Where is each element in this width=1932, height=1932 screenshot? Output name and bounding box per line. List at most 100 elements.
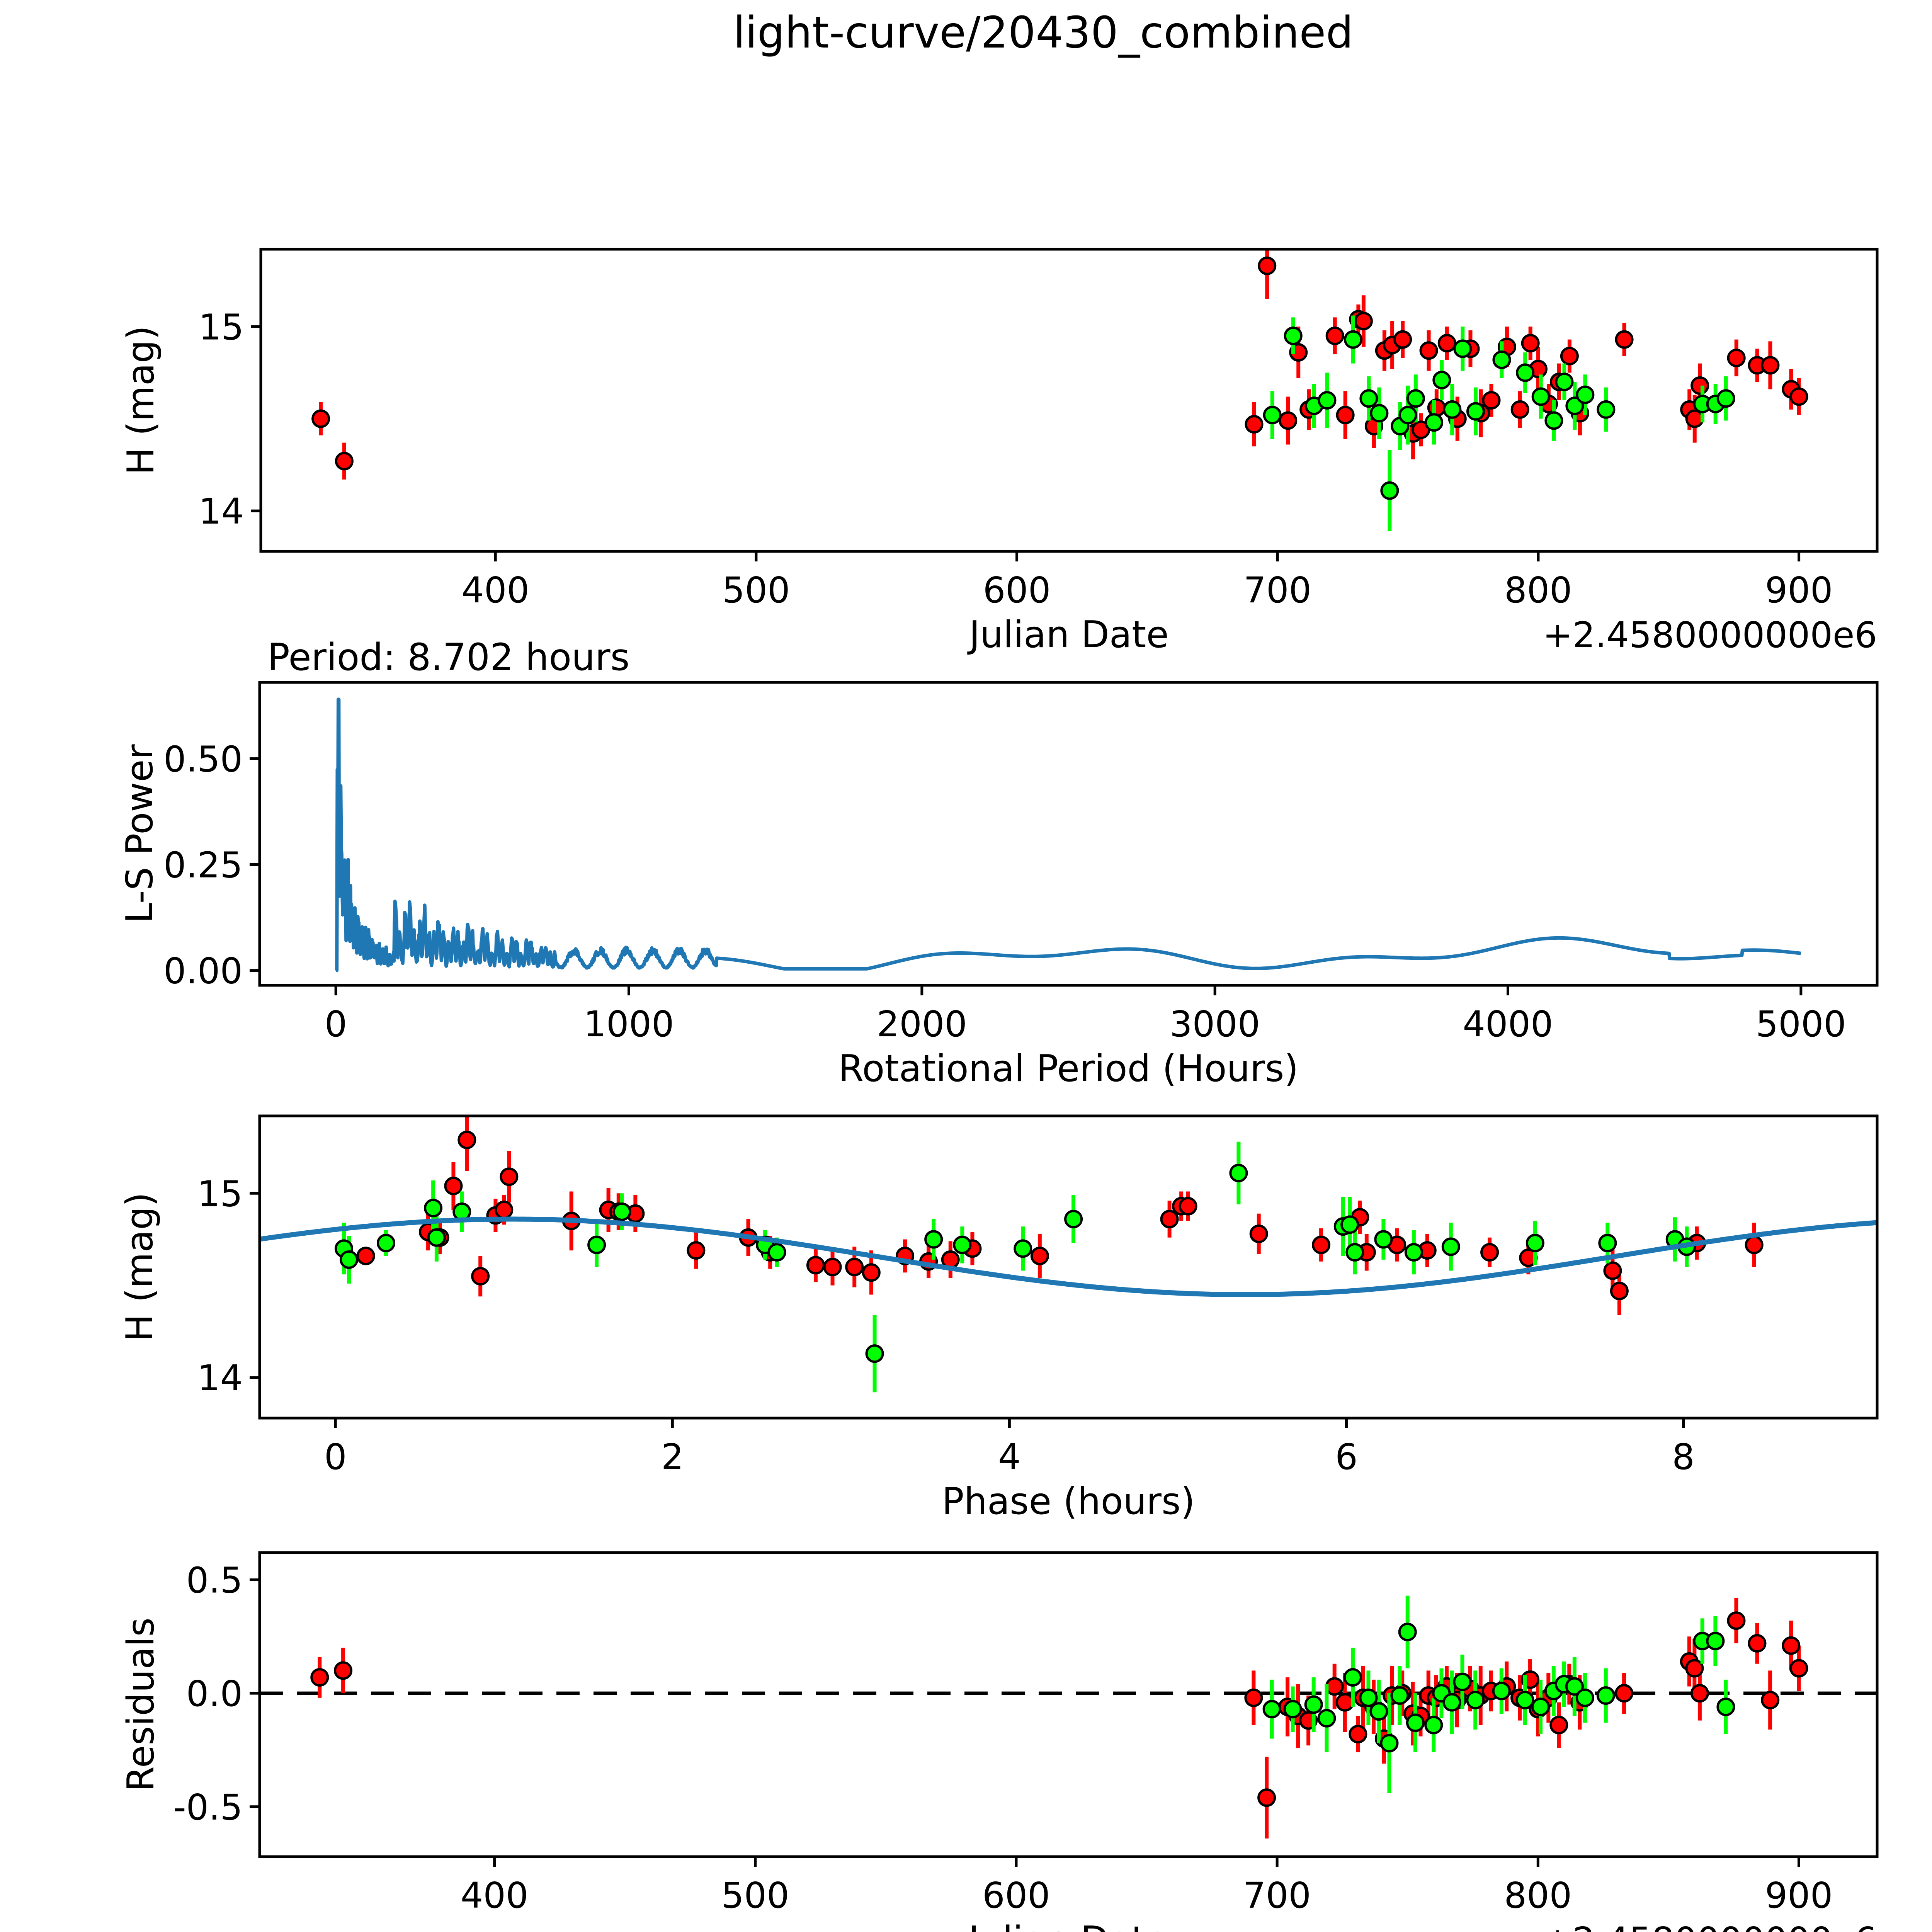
residuals-green-data-point <box>1406 1713 1425 1732</box>
lightcurve-green-data-point <box>1597 400 1616 419</box>
lightcurve-red-data-point <box>1690 376 1709 395</box>
residuals-green-data-point <box>1317 1709 1336 1728</box>
residuals-red-data-point <box>310 1668 329 1687</box>
phasefold-green-data-point <box>587 1235 606 1254</box>
residuals-green-data-point <box>1531 1697 1550 1716</box>
phasefold-ytick-label: 14 <box>197 1357 243 1399</box>
lightcurve-green-data-point <box>1263 406 1282 425</box>
residuals-red-data-point <box>1349 1725 1367 1743</box>
phasefold-green-data-point <box>1374 1230 1393 1249</box>
lightcurve-green-data-point <box>1492 350 1511 369</box>
phasefold-green-data-point <box>1404 1243 1423 1262</box>
periodogram-ytick-label: 0.50 <box>163 738 243 780</box>
residuals-green-data-point <box>1442 1693 1461 1712</box>
lightcurve-xtick-label: 700 <box>1243 570 1311 611</box>
residuals-red-data-point <box>1244 1688 1263 1707</box>
residuals-red-data-point <box>1335 1693 1354 1712</box>
lightcurve-yaxis-label: H (mag) <box>120 326 162 475</box>
residuals-xaxis-offset-label: +2.4580000000e6 <box>1543 1920 1877 1932</box>
lightcurve-green-data-point <box>1576 385 1595 404</box>
phasefold-green-data-point <box>1014 1239 1032 1258</box>
periodogram-ytick-label: 0.00 <box>163 951 243 992</box>
residuals-red-data-point <box>1690 1684 1709 1703</box>
phasefold-green-data-point <box>1598 1234 1617 1253</box>
lightcurve-ytick-label: 15 <box>199 306 244 348</box>
residuals-green-data-point <box>1359 1688 1378 1707</box>
residuals-axes-frame <box>258 1551 1879 1858</box>
figure-title: light-curve/20430_combined <box>733 8 1354 58</box>
phasefold-yaxis-label: H (mag) <box>119 1192 161 1342</box>
lightcurve-red-data-point <box>1427 398 1446 417</box>
phasefold-red-data-point <box>806 1256 825 1275</box>
lightcurve-green-data-point <box>1284 327 1303 345</box>
chart-periodogram: 0 1000 2000 3000 4000 5000 0.00 0.25 0.50 Rotatio… <box>119 636 1879 1090</box>
lightcurve-red-data-point <box>1510 400 1529 419</box>
residuals-xtick-label: 600 <box>982 1875 1050 1916</box>
periodogram-xtick-label: 0 <box>325 1003 347 1045</box>
phasefold-xtick-label: 2 <box>661 1436 684 1478</box>
residuals-green-data-point <box>1424 1716 1443 1735</box>
residuals-green-data-point <box>1283 1700 1302 1719</box>
residuals-xtick-label: 400 <box>461 1875 529 1916</box>
residuals-red-data-point <box>1782 1636 1801 1655</box>
residuals-green-data-point <box>1369 1702 1388 1721</box>
lightcurve-red-data-point <box>1560 347 1579 366</box>
periodogram-line <box>334 697 1803 973</box>
residuals-yaxis-label: Residuals <box>120 1617 162 1792</box>
lightcurve-red-data-point <box>311 409 330 428</box>
residuals-green-data-point <box>1390 1686 1409 1705</box>
residuals-green-data-point <box>1515 1690 1534 1709</box>
lightcurve-green-data-point <box>1716 389 1735 408</box>
residuals-red-data-point <box>1685 1659 1704 1678</box>
phasefold-red-data-point <box>444 1177 463 1196</box>
residuals-red-data-point <box>1325 1677 1344 1696</box>
phasefold-green-data-point <box>377 1234 396 1253</box>
lightcurve-green-data-point <box>1466 402 1485 421</box>
phasefold-red-data-point <box>1480 1243 1499 1262</box>
phasefold-red-data-point <box>845 1258 864 1276</box>
lightcurve-green-data-point <box>1370 404 1389 423</box>
lightcurve-red-data-point <box>1437 334 1456 353</box>
phasefold-red-data-point <box>823 1258 842 1276</box>
lightcurve-xaxis-label: Julian Date <box>967 614 1169 656</box>
residuals-xtick-label: 700 <box>1243 1875 1311 1916</box>
residuals-red-data-point <box>1789 1659 1808 1678</box>
phasefold-green-data-point <box>953 1235 972 1254</box>
plot-area-periodogram <box>334 697 1803 973</box>
lightcurve-red-data-point <box>1761 356 1780 375</box>
phasefold-green-data-point <box>427 1228 446 1247</box>
lightcurve-red-data-point <box>1393 330 1412 349</box>
residuals-red-data-point <box>1727 1611 1746 1630</box>
lightcurve-red-data-point <box>1521 334 1540 353</box>
periodogram-xtick-label: 5000 <box>1756 1003 1846 1045</box>
phasefold-red-data-point <box>1249 1225 1268 1243</box>
residuals-green-data-point <box>1466 1690 1485 1709</box>
lightcurve-red-data-point <box>1789 387 1808 406</box>
periodogram-axes-frame <box>258 681 1879 987</box>
phasefold-xtick-label: 0 <box>324 1436 347 1478</box>
lightcurve-xtick-label: 600 <box>983 570 1051 611</box>
phasefold-xtick-label: 6 <box>1335 1436 1358 1478</box>
phasefold-green-data-point <box>1345 1243 1364 1262</box>
residuals-xtick-label: 900 <box>1765 1875 1833 1916</box>
lightcurve-red-data-point <box>1258 256 1277 275</box>
residuals-green-data-point <box>1565 1677 1584 1696</box>
residuals-green-data-point <box>1304 1695 1323 1714</box>
periodogram-xtick-label: 1000 <box>583 1003 674 1045</box>
plot-area-phasefold <box>260 1116 1877 1393</box>
phasefold-green-data-point <box>1526 1234 1544 1253</box>
lightcurve-red-data-point <box>1482 391 1501 410</box>
lightcurve-red-data-point <box>1325 327 1344 345</box>
lightcurve-red-data-point <box>1685 409 1704 428</box>
periodogram-xtick-label: 3000 <box>1170 1003 1260 1045</box>
lightcurve-ytick-label: 14 <box>199 491 244 532</box>
phasefold-green-data-point <box>1064 1210 1083 1229</box>
phasefold-green-data-point <box>865 1344 884 1363</box>
phasefold-red-data-point <box>356 1247 375 1265</box>
residuals-ytick-label: -0.5 <box>173 1787 243 1828</box>
lightcurve-green-data-point <box>1555 372 1574 391</box>
lightcurve-green-data-point <box>1344 330 1362 349</box>
phasefold-green-data-point <box>924 1230 943 1249</box>
periodogram-xtick-label: 2000 <box>877 1003 967 1045</box>
